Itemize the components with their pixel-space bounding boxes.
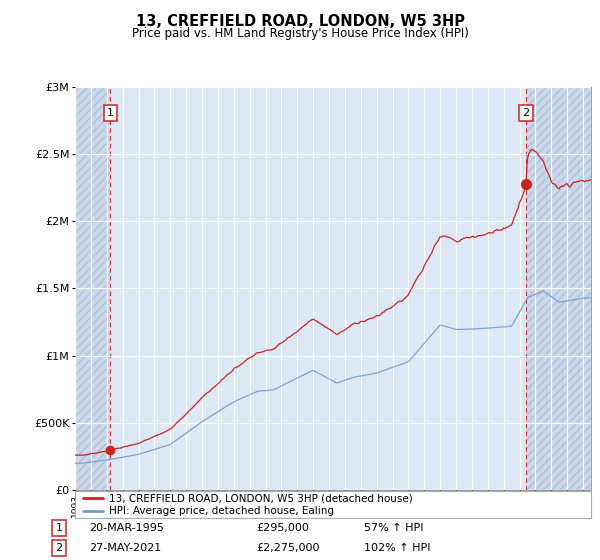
Text: 102% ↑ HPI: 102% ↑ HPI [364, 543, 431, 553]
Text: 2: 2 [56, 543, 62, 553]
Text: 1: 1 [56, 522, 62, 533]
Text: £295,000: £295,000 [256, 522, 309, 533]
Text: £2,275,000: £2,275,000 [256, 543, 320, 553]
Text: 20-MAR-1995: 20-MAR-1995 [89, 522, 164, 533]
Text: 1: 1 [107, 108, 114, 118]
Bar [526, 87, 591, 490]
Text: 13, CREFFIELD ROAD, LONDON, W5 3HP (detached house): 13, CREFFIELD ROAD, LONDON, W5 3HP (deta… [109, 493, 412, 503]
Text: 57% ↑ HPI: 57% ↑ HPI [364, 522, 424, 533]
Text: HPI: Average price, detached house, Ealing: HPI: Average price, detached house, Eali… [109, 506, 334, 516]
Text: 27-MAY-2021: 27-MAY-2021 [89, 543, 161, 553]
Text: Price paid vs. HM Land Registry's House Price Index (HPI): Price paid vs. HM Land Registry's House … [131, 27, 469, 40]
Bar [75, 87, 110, 490]
Text: 13, CREFFIELD ROAD, LONDON, W5 3HP: 13, CREFFIELD ROAD, LONDON, W5 3HP [136, 14, 464, 29]
Text: 2: 2 [523, 108, 530, 118]
